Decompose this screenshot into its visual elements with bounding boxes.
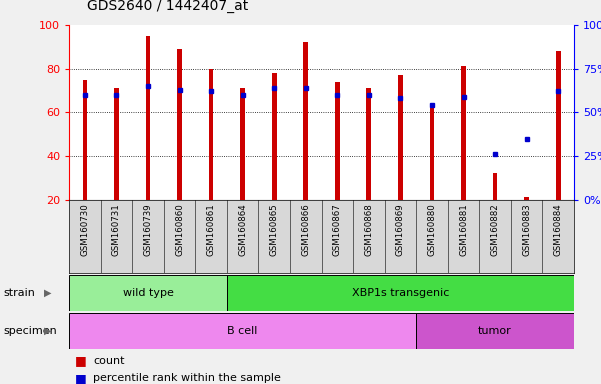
Text: GSM160869: GSM160869	[396, 204, 405, 256]
Text: tumor: tumor	[478, 326, 512, 336]
Text: GSM160864: GSM160864	[238, 204, 247, 256]
Bar	[177, 49, 182, 200]
Bar	[335, 82, 340, 200]
Text: B cell: B cell	[227, 326, 258, 336]
Bar	[145, 36, 150, 200]
Text: GSM160868: GSM160868	[364, 204, 373, 256]
Bar	[240, 88, 245, 200]
Text: GSM160884: GSM160884	[554, 204, 563, 256]
Bar	[209, 69, 213, 200]
Bar	[304, 42, 308, 200]
Text: wild type: wild type	[123, 288, 174, 298]
Text: ■: ■	[75, 354, 87, 367]
Text: count: count	[93, 356, 124, 366]
Text: GSM160731: GSM160731	[112, 204, 121, 256]
Text: GSM160883: GSM160883	[522, 204, 531, 256]
Bar	[367, 88, 371, 200]
FancyBboxPatch shape	[416, 313, 574, 349]
Bar	[493, 174, 498, 200]
Text: percentile rank within the sample: percentile rank within the sample	[93, 373, 281, 383]
Bar	[524, 197, 529, 200]
Bar	[398, 75, 403, 200]
Bar	[82, 79, 87, 200]
Text: specimen: specimen	[3, 326, 56, 336]
Bar	[461, 66, 466, 200]
Text: ▶: ▶	[44, 288, 51, 298]
Text: GSM160861: GSM160861	[207, 204, 216, 256]
Text: GSM160730: GSM160730	[81, 204, 90, 256]
Text: GSM160880: GSM160880	[427, 204, 436, 256]
Text: GSM160865: GSM160865	[270, 204, 279, 256]
Text: GSM160739: GSM160739	[144, 204, 153, 256]
Text: GSM160866: GSM160866	[301, 204, 310, 256]
Bar	[430, 108, 435, 200]
FancyBboxPatch shape	[69, 275, 227, 311]
Text: GSM160860: GSM160860	[175, 204, 184, 256]
Text: ▶: ▶	[44, 326, 51, 336]
FancyBboxPatch shape	[69, 313, 416, 349]
Text: GDS2640 / 1442407_at: GDS2640 / 1442407_at	[87, 0, 248, 13]
FancyBboxPatch shape	[227, 275, 574, 311]
Text: GSM160881: GSM160881	[459, 204, 468, 256]
Text: ■: ■	[75, 372, 87, 384]
Text: GSM160867: GSM160867	[333, 204, 342, 256]
Bar	[556, 51, 561, 200]
Bar	[272, 73, 276, 200]
Text: XBP1s transgenic: XBP1s transgenic	[352, 288, 449, 298]
Text: GSM160882: GSM160882	[490, 204, 499, 256]
Text: strain: strain	[3, 288, 35, 298]
Bar	[114, 88, 119, 200]
